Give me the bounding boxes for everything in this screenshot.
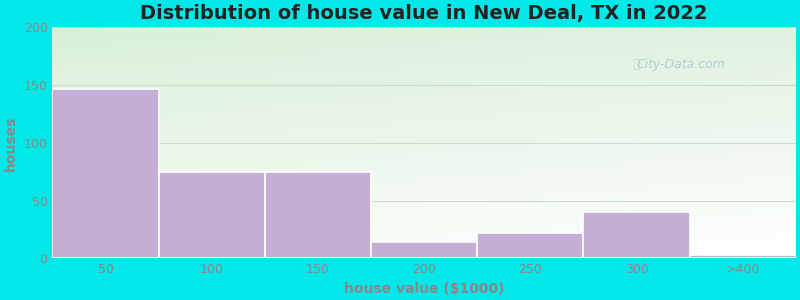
Text: 🔍: 🔍 bbox=[632, 58, 640, 71]
Title: Distribution of house value in New Deal, TX in 2022: Distribution of house value in New Deal,… bbox=[140, 4, 708, 23]
Bar bbox=[158, 172, 265, 258]
Bar bbox=[371, 242, 478, 258]
Bar bbox=[583, 212, 690, 258]
Bar bbox=[265, 172, 371, 258]
Text: City-Data.com: City-Data.com bbox=[636, 58, 725, 71]
X-axis label: house value ($1000): house value ($1000) bbox=[344, 282, 504, 296]
Bar bbox=[53, 89, 158, 258]
Y-axis label: houses: houses bbox=[4, 115, 18, 171]
Bar bbox=[478, 233, 583, 258]
Bar bbox=[690, 255, 796, 258]
